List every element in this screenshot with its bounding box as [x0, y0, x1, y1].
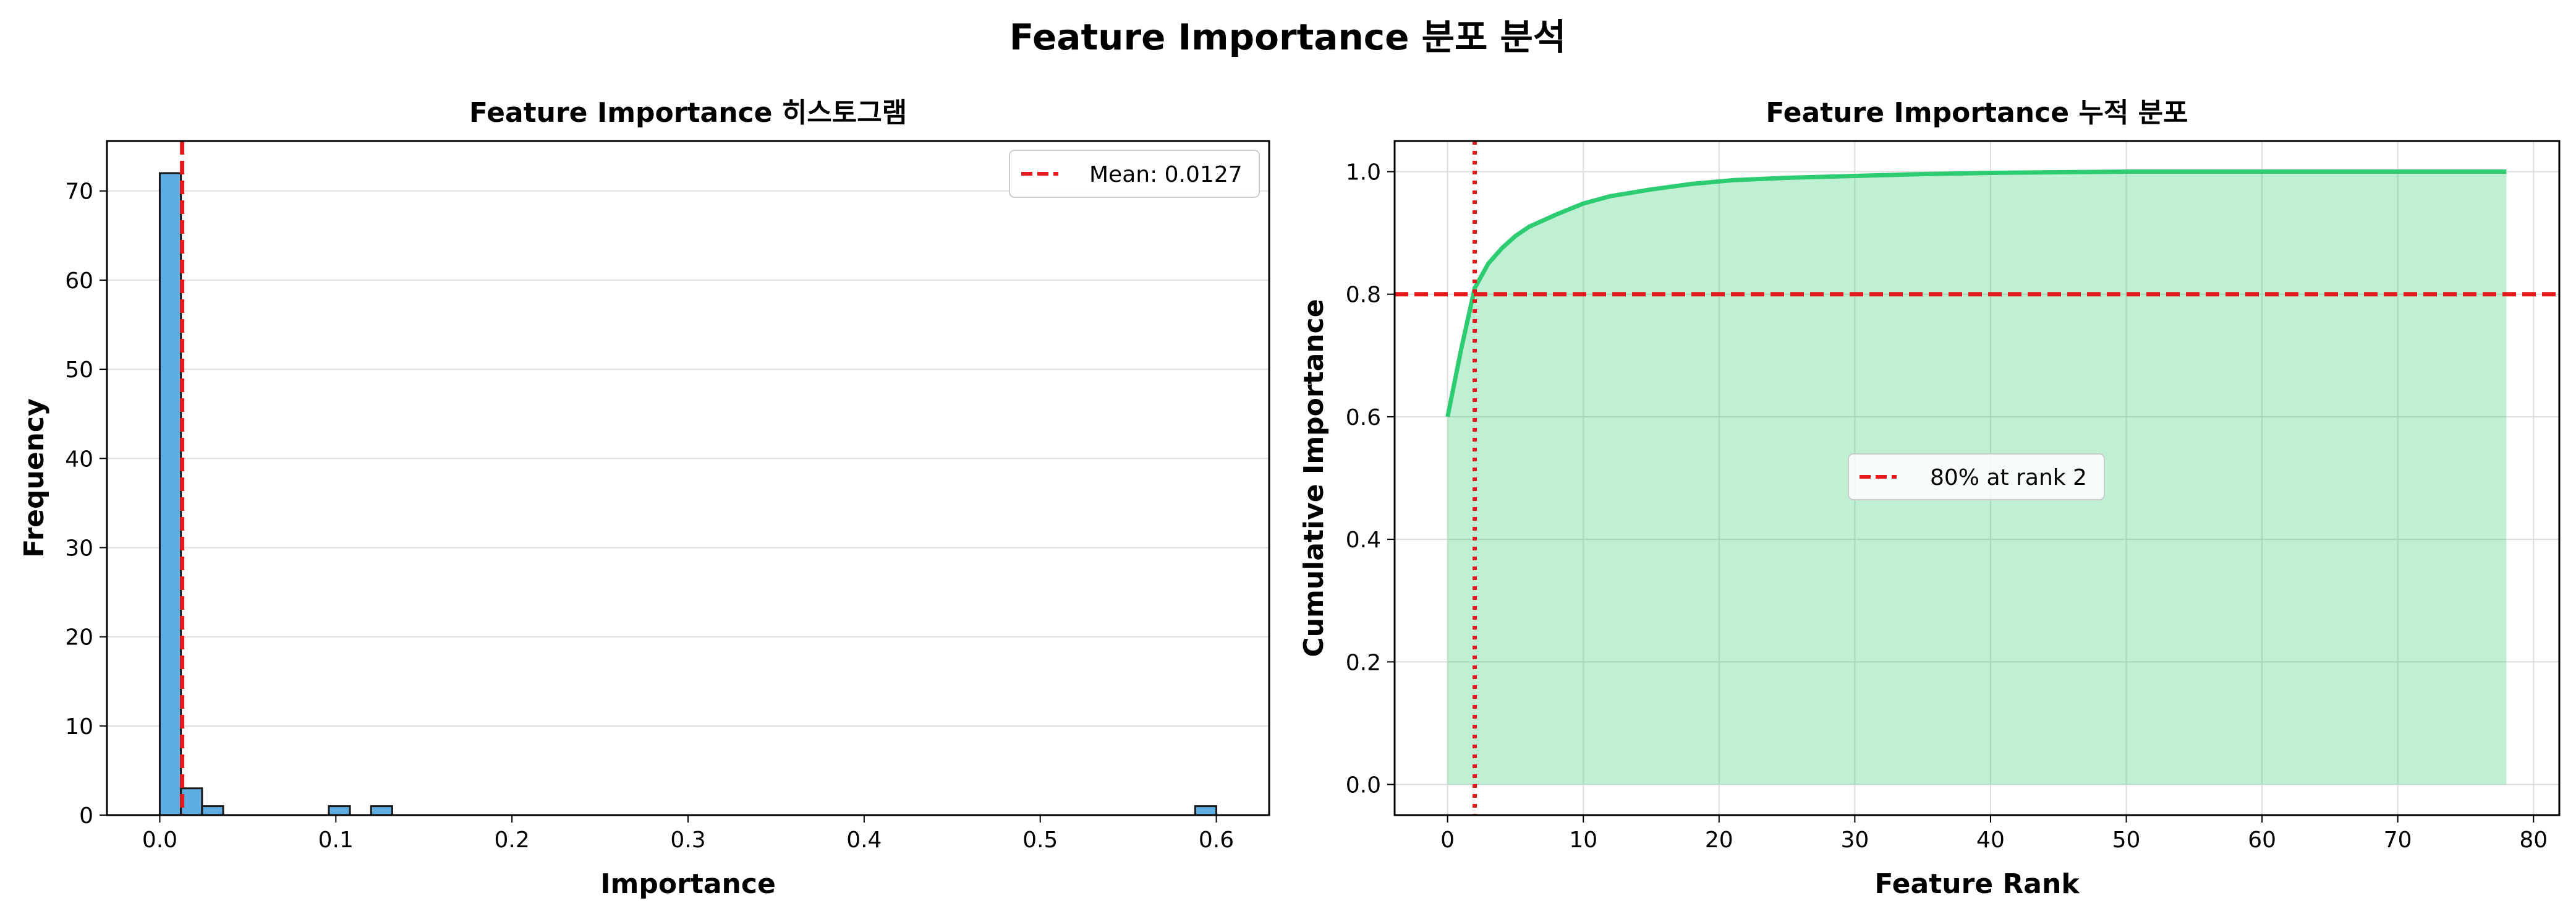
histogram-y-tick-label-2: 20 — [65, 625, 93, 651]
histogram-bar-4 — [370, 805, 393, 816]
histogram-y-label: Frequency — [19, 398, 50, 558]
histogram-y-tick-label-7: 70 — [65, 179, 93, 205]
cumulative-legend-box — [1848, 453, 2105, 500]
histogram-bars — [158, 172, 1218, 816]
cumulative-y-tick-label-0: 0.0 — [1346, 772, 1381, 798]
figure-title: Feature Importance 분포 분석 — [1010, 16, 1566, 58]
cumulative-x-label: Feature Rank — [1874, 868, 2080, 900]
histogram-axes-frame — [106, 140, 1270, 816]
cumulative-y-ticks: 0.0 0.2 0.4 0.6 0.8 1.0 — [1346, 160, 1395, 798]
cumulative-x-tick-label-0: 0 — [1440, 827, 1455, 853]
histogram-legend: Mean: 0.0127 — [1009, 150, 1260, 198]
cumulative-x-tick-label-4: 40 — [1976, 827, 2005, 853]
cumulative-panel: Feature Importance 누적 분포 0 10 20 30 40 50 60 70… — [1298, 97, 2561, 900]
histogram-y-tick-label-4: 40 — [65, 447, 93, 472]
histogram-x-ticks: 0.0 0.1 0.2 0.3 0.4 0.5 0.6 — [142, 815, 1234, 853]
cumulative-x-tick-label-6: 60 — [2248, 827, 2276, 853]
cumulative-y-tick-label-1: 0.2 — [1346, 650, 1381, 675]
cumulative-x-tick-label-5: 50 — [2112, 827, 2141, 853]
histogram-grid — [107, 190, 1269, 816]
histogram-bar-5 — [1194, 805, 1218, 816]
cumulative-x-tick-label-1: 10 — [1569, 827, 1597, 853]
histogram-y-tick-label-6: 60 — [65, 268, 93, 294]
cumulative-y-tick-label-5: 1.0 — [1346, 160, 1381, 186]
histogram-title: Feature Importance 히스토그램 — [469, 97, 907, 129]
cumulative-reference-lines — [1395, 141, 2559, 815]
histogram-bar-2 — [201, 805, 224, 816]
histogram-x-tick-label-2: 0.2 — [495, 827, 530, 853]
cumulative-legend-rank-label: 80% at rank 2 — [1930, 465, 2087, 490]
histogram-legend-box — [1009, 150, 1260, 198]
histogram-x-tick-label-1: 0.1 — [318, 827, 354, 853]
cumulative-y-tick-label-2: 0.4 — [1346, 528, 1381, 553]
histogram-x-tick-label-6: 0.6 — [1199, 827, 1234, 853]
cumulative-x-tick-label-3: 30 — [1840, 827, 1869, 853]
cumulative-line — [1445, 169, 2507, 417]
histogram-x-label: Importance — [600, 868, 776, 900]
cumulative-legend: 80% at rank 2 — [1848, 453, 2105, 500]
histogram-y-tick-label-1: 10 — [65, 714, 93, 740]
histogram-x-tick-label-5: 0.5 — [1022, 827, 1058, 853]
cumulative-y-label: Cumulative Importance — [1298, 299, 1330, 657]
cumulative-x-tick-label-2: 20 — [1705, 827, 1733, 853]
cumulative-y-tick-label-3: 0.6 — [1346, 405, 1381, 430]
cumulative-x-ticks: 0 10 20 30 40 50 60 70 80 — [1440, 815, 2548, 853]
histogram-y-tick-label-0: 0 — [79, 803, 93, 829]
cumulative-axes-frame — [1393, 140, 2561, 816]
histogram-x-tick-label-4: 0.4 — [846, 827, 882, 853]
histogram-panel: Feature Importance 히스토그램 0.0 0.1 0.2 0.3 0.4… — [19, 97, 1270, 900]
cumulative-x-tick-label-7: 70 — [2384, 827, 2412, 853]
histogram-bar-0 — [158, 172, 182, 816]
histogram-bar-3 — [328, 805, 351, 816]
histogram-y-tick-label-5: 50 — [65, 357, 93, 383]
cumulative-y-tick-label-4: 0.8 — [1346, 283, 1381, 308]
cumulative-x-tick-label-8: 80 — [2519, 827, 2548, 853]
histogram-y-ticks: 0 10 20 30 40 50 60 70 — [65, 179, 107, 829]
histogram-x-tick-label-3: 0.3 — [670, 827, 705, 853]
histogram-legend-mean-label: Mean: 0.0127 — [1089, 162, 1243, 187]
histogram-y-tick-label-3: 30 — [65, 536, 93, 561]
histogram-x-tick-label-0: 0.0 — [142, 827, 177, 853]
cumulative-title: Feature Importance 누적 분포 — [1766, 97, 2188, 129]
